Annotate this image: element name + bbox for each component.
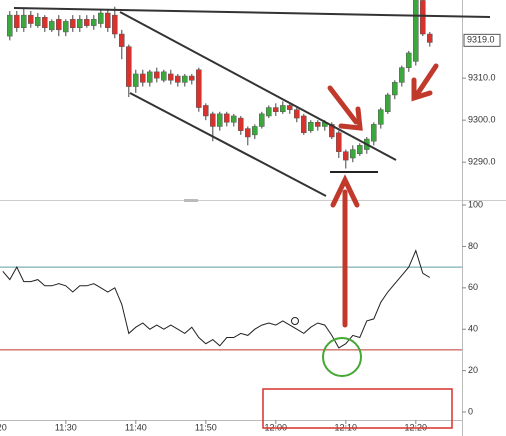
arrows xyxy=(327,63,439,328)
y-tick-label: 9290.0 xyxy=(468,157,496,167)
separator-handle xyxy=(184,199,198,202)
y-tick-label: 80 xyxy=(468,241,478,251)
candle-body xyxy=(28,14,34,24)
candle-body xyxy=(252,126,258,136)
channel-upper xyxy=(119,11,397,161)
highlight-box xyxy=(262,388,453,429)
rsi-panel xyxy=(0,249,462,351)
candle-body xyxy=(84,19,90,26)
x-tick-label: 11:40 xyxy=(125,422,147,432)
last-price-box xyxy=(463,33,501,47)
candle-body xyxy=(161,71,167,81)
candle-body xyxy=(399,67,405,83)
y-tick-label: 0 xyxy=(468,406,473,416)
candle-body xyxy=(427,33,433,43)
candle-body xyxy=(280,105,286,113)
y-tick-label: 60 xyxy=(468,282,478,292)
candle-body xyxy=(420,0,426,35)
candle-body xyxy=(357,145,363,155)
y-tick-label: 9300.0 xyxy=(468,115,496,125)
candle-body xyxy=(175,75,181,83)
candle-body xyxy=(287,105,293,110)
candle-body xyxy=(140,73,146,83)
candle-body xyxy=(133,73,139,87)
candle-body xyxy=(413,0,419,62)
annotations xyxy=(13,7,491,429)
candles xyxy=(7,0,433,169)
x-tick-label: 11:30 xyxy=(55,422,77,432)
candle-body xyxy=(112,14,118,35)
candle-body xyxy=(378,109,384,125)
candle-body xyxy=(14,14,20,28)
candle-body xyxy=(224,113,230,123)
candle-body xyxy=(168,73,174,81)
candle-body xyxy=(189,75,195,81)
x-tick-label: 11:20 xyxy=(0,422,7,432)
candle-body xyxy=(42,16,48,28)
candle-body xyxy=(259,113,265,127)
candle-body xyxy=(406,52,412,68)
candle-body xyxy=(49,21,55,31)
candle-body xyxy=(147,71,153,83)
candle-body xyxy=(21,14,27,28)
y-tick-label: 100 xyxy=(468,199,483,209)
candle-body xyxy=(294,109,300,119)
candle-body xyxy=(91,19,97,26)
candle-body xyxy=(203,105,209,117)
candle-body xyxy=(182,75,188,83)
candle-body xyxy=(350,149,356,159)
candle-body xyxy=(119,33,125,47)
candle-body xyxy=(70,19,76,28)
candle-body xyxy=(273,107,279,113)
candle-body xyxy=(329,124,335,138)
rsi-line xyxy=(2,249,431,349)
candle-body xyxy=(35,16,41,26)
last-price-label: 9319.0 xyxy=(467,35,495,45)
candle-body xyxy=(210,113,216,127)
candle-body xyxy=(231,115,237,123)
channel-lower xyxy=(129,92,327,197)
price-panel xyxy=(7,0,433,169)
candle-body xyxy=(385,94,391,113)
candle-body xyxy=(301,115,307,134)
candle-body xyxy=(308,122,314,131)
candle-body xyxy=(56,19,62,31)
candle-body xyxy=(98,12,104,24)
candle-body xyxy=(77,19,83,28)
candle-body xyxy=(266,107,272,117)
candle-body xyxy=(245,128,251,138)
x-tick-label: 11:50 xyxy=(195,422,217,432)
candle-body xyxy=(343,151,349,161)
candle-body xyxy=(238,117,244,131)
candle-body xyxy=(315,122,321,127)
candle-body xyxy=(7,14,13,37)
candle-body xyxy=(217,113,223,127)
candle-body xyxy=(336,132,342,152)
candle-body xyxy=(196,69,202,108)
candle-body xyxy=(126,46,132,87)
y-tick-label: 40 xyxy=(468,324,478,334)
candle-body xyxy=(371,124,377,142)
candle-body xyxy=(392,82,398,96)
candle-body xyxy=(63,21,69,33)
y-tick-label: 20 xyxy=(468,365,478,375)
resistance-line xyxy=(13,7,491,18)
highlight-circle xyxy=(322,337,362,377)
candle-body xyxy=(105,12,111,28)
marker xyxy=(291,317,299,325)
y-tick-label: 9310.0 xyxy=(468,73,496,83)
candle-body xyxy=(154,71,160,79)
